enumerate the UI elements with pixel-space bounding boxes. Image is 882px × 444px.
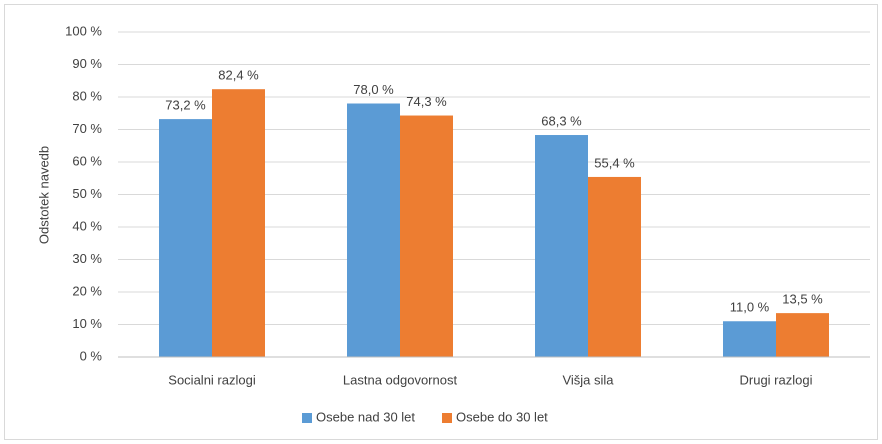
value-label: 78,0 % (353, 82, 394, 97)
y-tick-label: 80 % (72, 88, 102, 103)
x-tick-label: Drugi razlogi (740, 372, 813, 387)
y-tick-label: 0 % (80, 348, 103, 363)
y-axis-label: Odstotek navedb (36, 146, 51, 244)
value-label: 68,3 % (541, 113, 582, 128)
value-label: 13,5 % (782, 292, 823, 307)
bar (588, 176, 641, 357)
bar (347, 103, 400, 357)
legend-label: Osebe do 30 let (456, 409, 548, 424)
y-tick-label: 70 % (72, 121, 102, 136)
x-tick-label: Lastna odgovornost (343, 372, 458, 387)
y-tick-label: 90 % (72, 56, 102, 71)
value-label: 82,4 % (218, 68, 259, 83)
legend-swatch (302, 413, 312, 423)
value-label: 11,0 % (730, 300, 770, 315)
legend-swatch (442, 413, 452, 423)
bar (159, 119, 212, 357)
y-tick-label: 100 % (65, 23, 102, 38)
bar (776, 313, 829, 357)
y-tick-label: 20 % (72, 283, 102, 298)
bar (723, 321, 776, 357)
value-label: 74,3 % (406, 94, 447, 109)
value-label: 73,2 % (165, 98, 206, 113)
y-tick-label: 60 % (72, 153, 102, 168)
bar (400, 115, 453, 358)
bar (535, 135, 588, 357)
legend-label: Osebe nad 30 let (316, 409, 415, 424)
y-tick-label: 40 % (72, 218, 102, 233)
x-tick-label: Višja sila (562, 372, 614, 387)
y-tick-label: 30 % (72, 251, 102, 266)
bar (212, 89, 265, 357)
y-tick-label: 10 % (72, 316, 102, 331)
y-tick-label: 50 % (72, 186, 102, 201)
value-label: 55,4 % (594, 155, 635, 170)
x-tick-label: Socialni razlogi (168, 372, 256, 387)
